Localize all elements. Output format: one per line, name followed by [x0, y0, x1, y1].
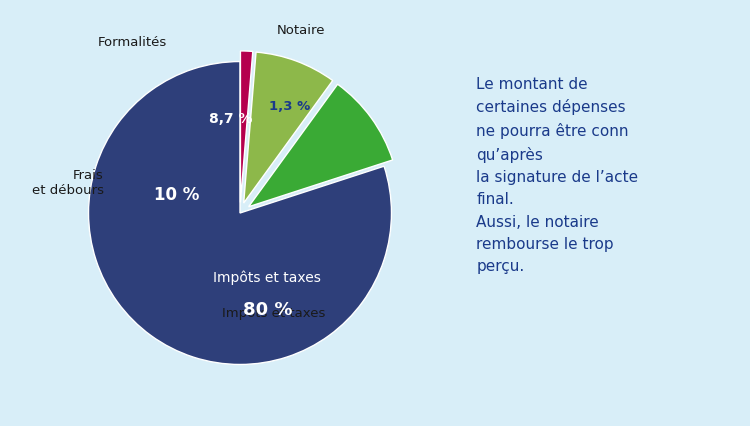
Text: 80 %: 80 % — [242, 301, 292, 319]
Text: Formalités: Formalités — [98, 36, 167, 49]
Wedge shape — [241, 51, 253, 202]
Text: Frais
et débours: Frais et débours — [32, 169, 104, 197]
Text: 8,7 %: 8,7 % — [209, 112, 253, 126]
Wedge shape — [244, 52, 333, 203]
Text: Notaire: Notaire — [276, 24, 325, 37]
Wedge shape — [88, 61, 392, 365]
Text: 1,3 %: 1,3 % — [269, 101, 310, 113]
Text: Impôts et taxes: Impôts et taxes — [222, 307, 325, 320]
Wedge shape — [248, 84, 393, 207]
Text: Le montant de
certaines dépenses
ne pourra être conn
qu’après
la signature de l’: Le montant de certaines dépenses ne pour… — [476, 77, 638, 274]
Text: 10 %: 10 % — [154, 186, 199, 204]
Text: Impôts et taxes: Impôts et taxes — [213, 271, 321, 285]
